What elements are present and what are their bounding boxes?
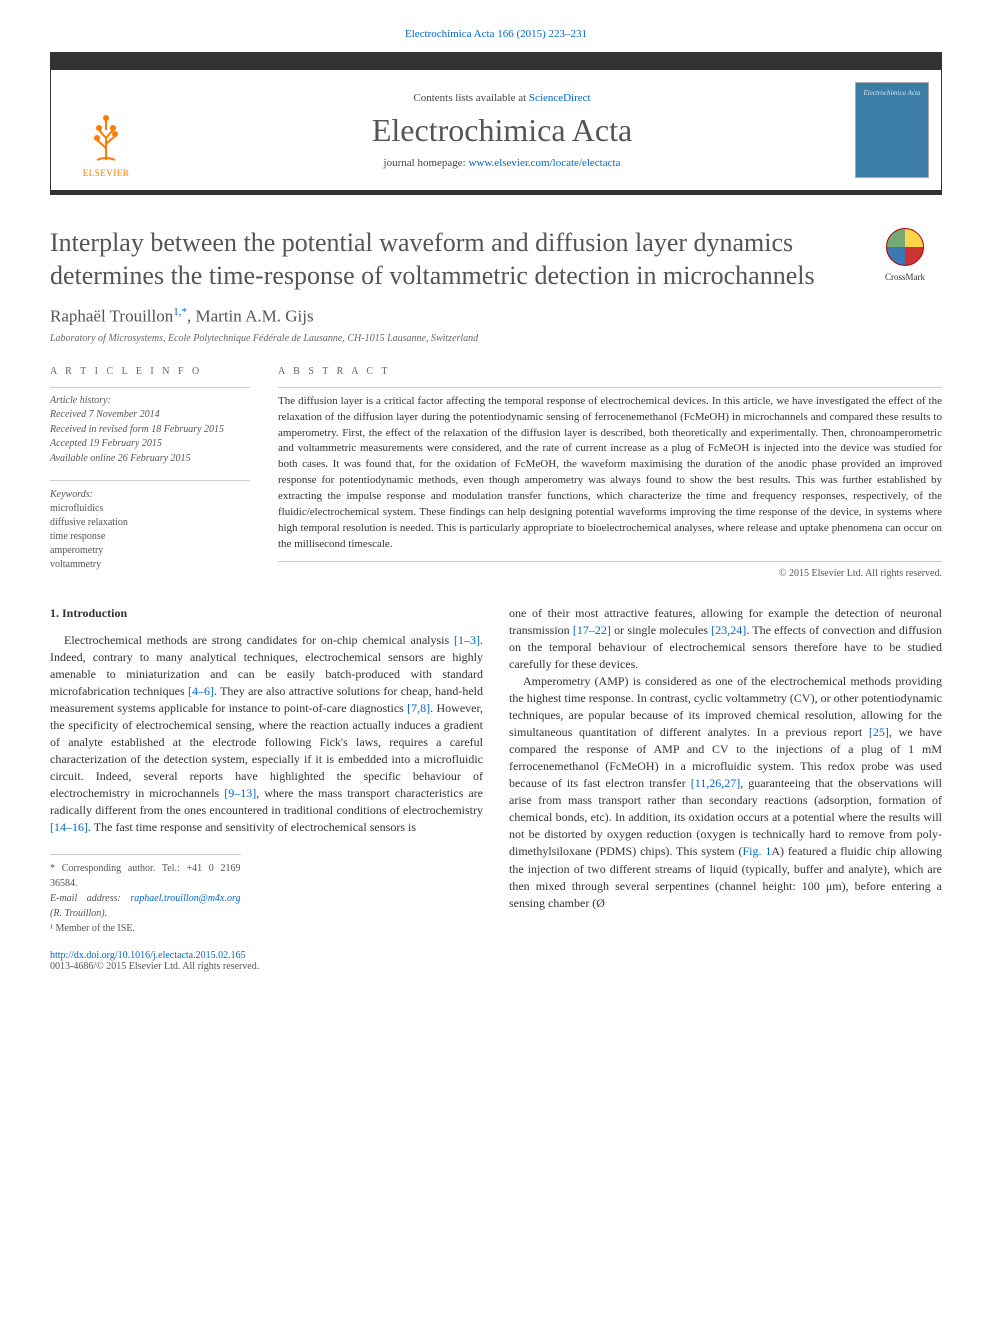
citation-link[interactable]: [17–22] <box>573 623 611 637</box>
elsevier-tree-icon <box>79 108 133 168</box>
body-col-right: one of their most attractive features, a… <box>509 605 942 936</box>
citation-link[interactable]: [14–16] <box>50 820 88 834</box>
footnote-1: ¹ Member of the ISE. <box>50 921 241 936</box>
keyword: voltammetry <box>50 558 250 572</box>
article-info-head: A R T I C L E I N F O <box>50 366 250 388</box>
author-1: Raphaël Trouillon <box>50 307 173 326</box>
journal-header: ELSEVIER Contents lists available at Sci… <box>50 52 942 195</box>
body-para: Amperometry (AMP) is considered as one o… <box>509 673 942 911</box>
publisher-name: ELSEVIER <box>83 168 130 178</box>
citation-link[interactable]: [23,24] <box>711 623 746 637</box>
figure-link[interactable]: Fig. 1 <box>742 844 771 858</box>
abstract-head: A B S T R A C T <box>278 366 942 388</box>
keyword: microfluidics <box>50 502 250 516</box>
history-revised: Received in revised form 18 February 201… <box>50 423 250 438</box>
affiliation: Laboratory of Microsystems, Ecole Polyte… <box>50 333 942 344</box>
journal-cover-thumb: Electrochimica Acta <box>855 82 929 178</box>
history-accepted: Accepted 19 February 2015 <box>50 437 250 452</box>
abstract: A B S T R A C T The diffusion layer is a… <box>278 366 942 579</box>
citation-link[interactable]: [7,8] <box>407 701 430 715</box>
history-received: Received 7 November 2014 <box>50 408 250 423</box>
issn-copyright: 0013-4686/© 2015 Elsevier Ltd. All right… <box>50 961 259 972</box>
crossmark-icon <box>885 227 925 267</box>
author-2: Martin A.M. Gijs <box>196 307 314 326</box>
homepage-line: journal homepage: www.elsevier.com/locat… <box>149 157 855 169</box>
publisher-logo: ELSEVIER <box>63 82 149 178</box>
corresponding-author: * Corresponding author. Tel.: +41 0 2169… <box>50 861 241 891</box>
crossmark-badge[interactable]: CrossMark <box>868 227 942 282</box>
section-heading: 1. Introduction <box>50 605 483 622</box>
article-info: A R T I C L E I N F O Article history: R… <box>50 366 250 579</box>
citation-link[interactable]: [9–13] <box>224 786 256 800</box>
article-title: Interplay between the potential waveform… <box>50 227 854 292</box>
journal-name: Electrochimica Acta <box>149 112 855 149</box>
article-identifier: Electrochimica Acta 166 (2015) 223–231 <box>50 28 942 40</box>
journal-homepage-link[interactable]: www.elsevier.com/locate/electacta <box>468 157 620 169</box>
footnotes: * Corresponding author. Tel.: +41 0 2169… <box>50 854 241 936</box>
copyright-line: © 2015 Elsevier Ltd. All rights reserved… <box>278 561 942 579</box>
sciencedirect-link[interactable]: ScienceDirect <box>529 92 591 104</box>
history-online: Available online 26 February 2015 <box>50 452 250 467</box>
header-center: Contents lists available at ScienceDirec… <box>149 92 855 169</box>
doi-link[interactable]: http://dx.doi.org/10.1016/j.electacta.20… <box>50 950 246 961</box>
page-footer: http://dx.doi.org/10.1016/j.electacta.20… <box>50 950 942 972</box>
history-label: Article history: <box>50 394 250 409</box>
citation-link[interactable]: [11,26,27] <box>691 776 741 790</box>
email-link[interactable]: raphael.trouillon@m4x.org <box>130 893 240 904</box>
authors: Raphaël Trouillon1,*, Martin A.M. Gijs <box>50 306 942 327</box>
citation-link[interactable]: [1–3] <box>454 633 480 647</box>
keyword: amperometry <box>50 544 250 558</box>
citation-link[interactable]: [4–6] <box>188 684 214 698</box>
body-para: Electrochemical methods are strong candi… <box>50 632 483 836</box>
keywords-label: Keywords: <box>50 489 250 500</box>
body-para: one of their most attractive features, a… <box>509 605 942 673</box>
abstract-text: The diffusion layer is a critical factor… <box>278 394 942 553</box>
journal-issue-link[interactable]: Electrochimica Acta 166 (2015) 223–231 <box>405 28 587 40</box>
body-columns: 1. Introduction Electrochemical methods … <box>50 605 942 936</box>
keyword: time response <box>50 530 250 544</box>
keyword: diffusive relaxation <box>50 516 250 530</box>
author-1-sup[interactable]: 1,* <box>173 306 187 318</box>
citation-link[interactable]: [25] <box>869 725 889 739</box>
contents-line: Contents lists available at ScienceDirec… <box>149 92 855 104</box>
body-col-left: 1. Introduction Electrochemical methods … <box>50 605 483 936</box>
